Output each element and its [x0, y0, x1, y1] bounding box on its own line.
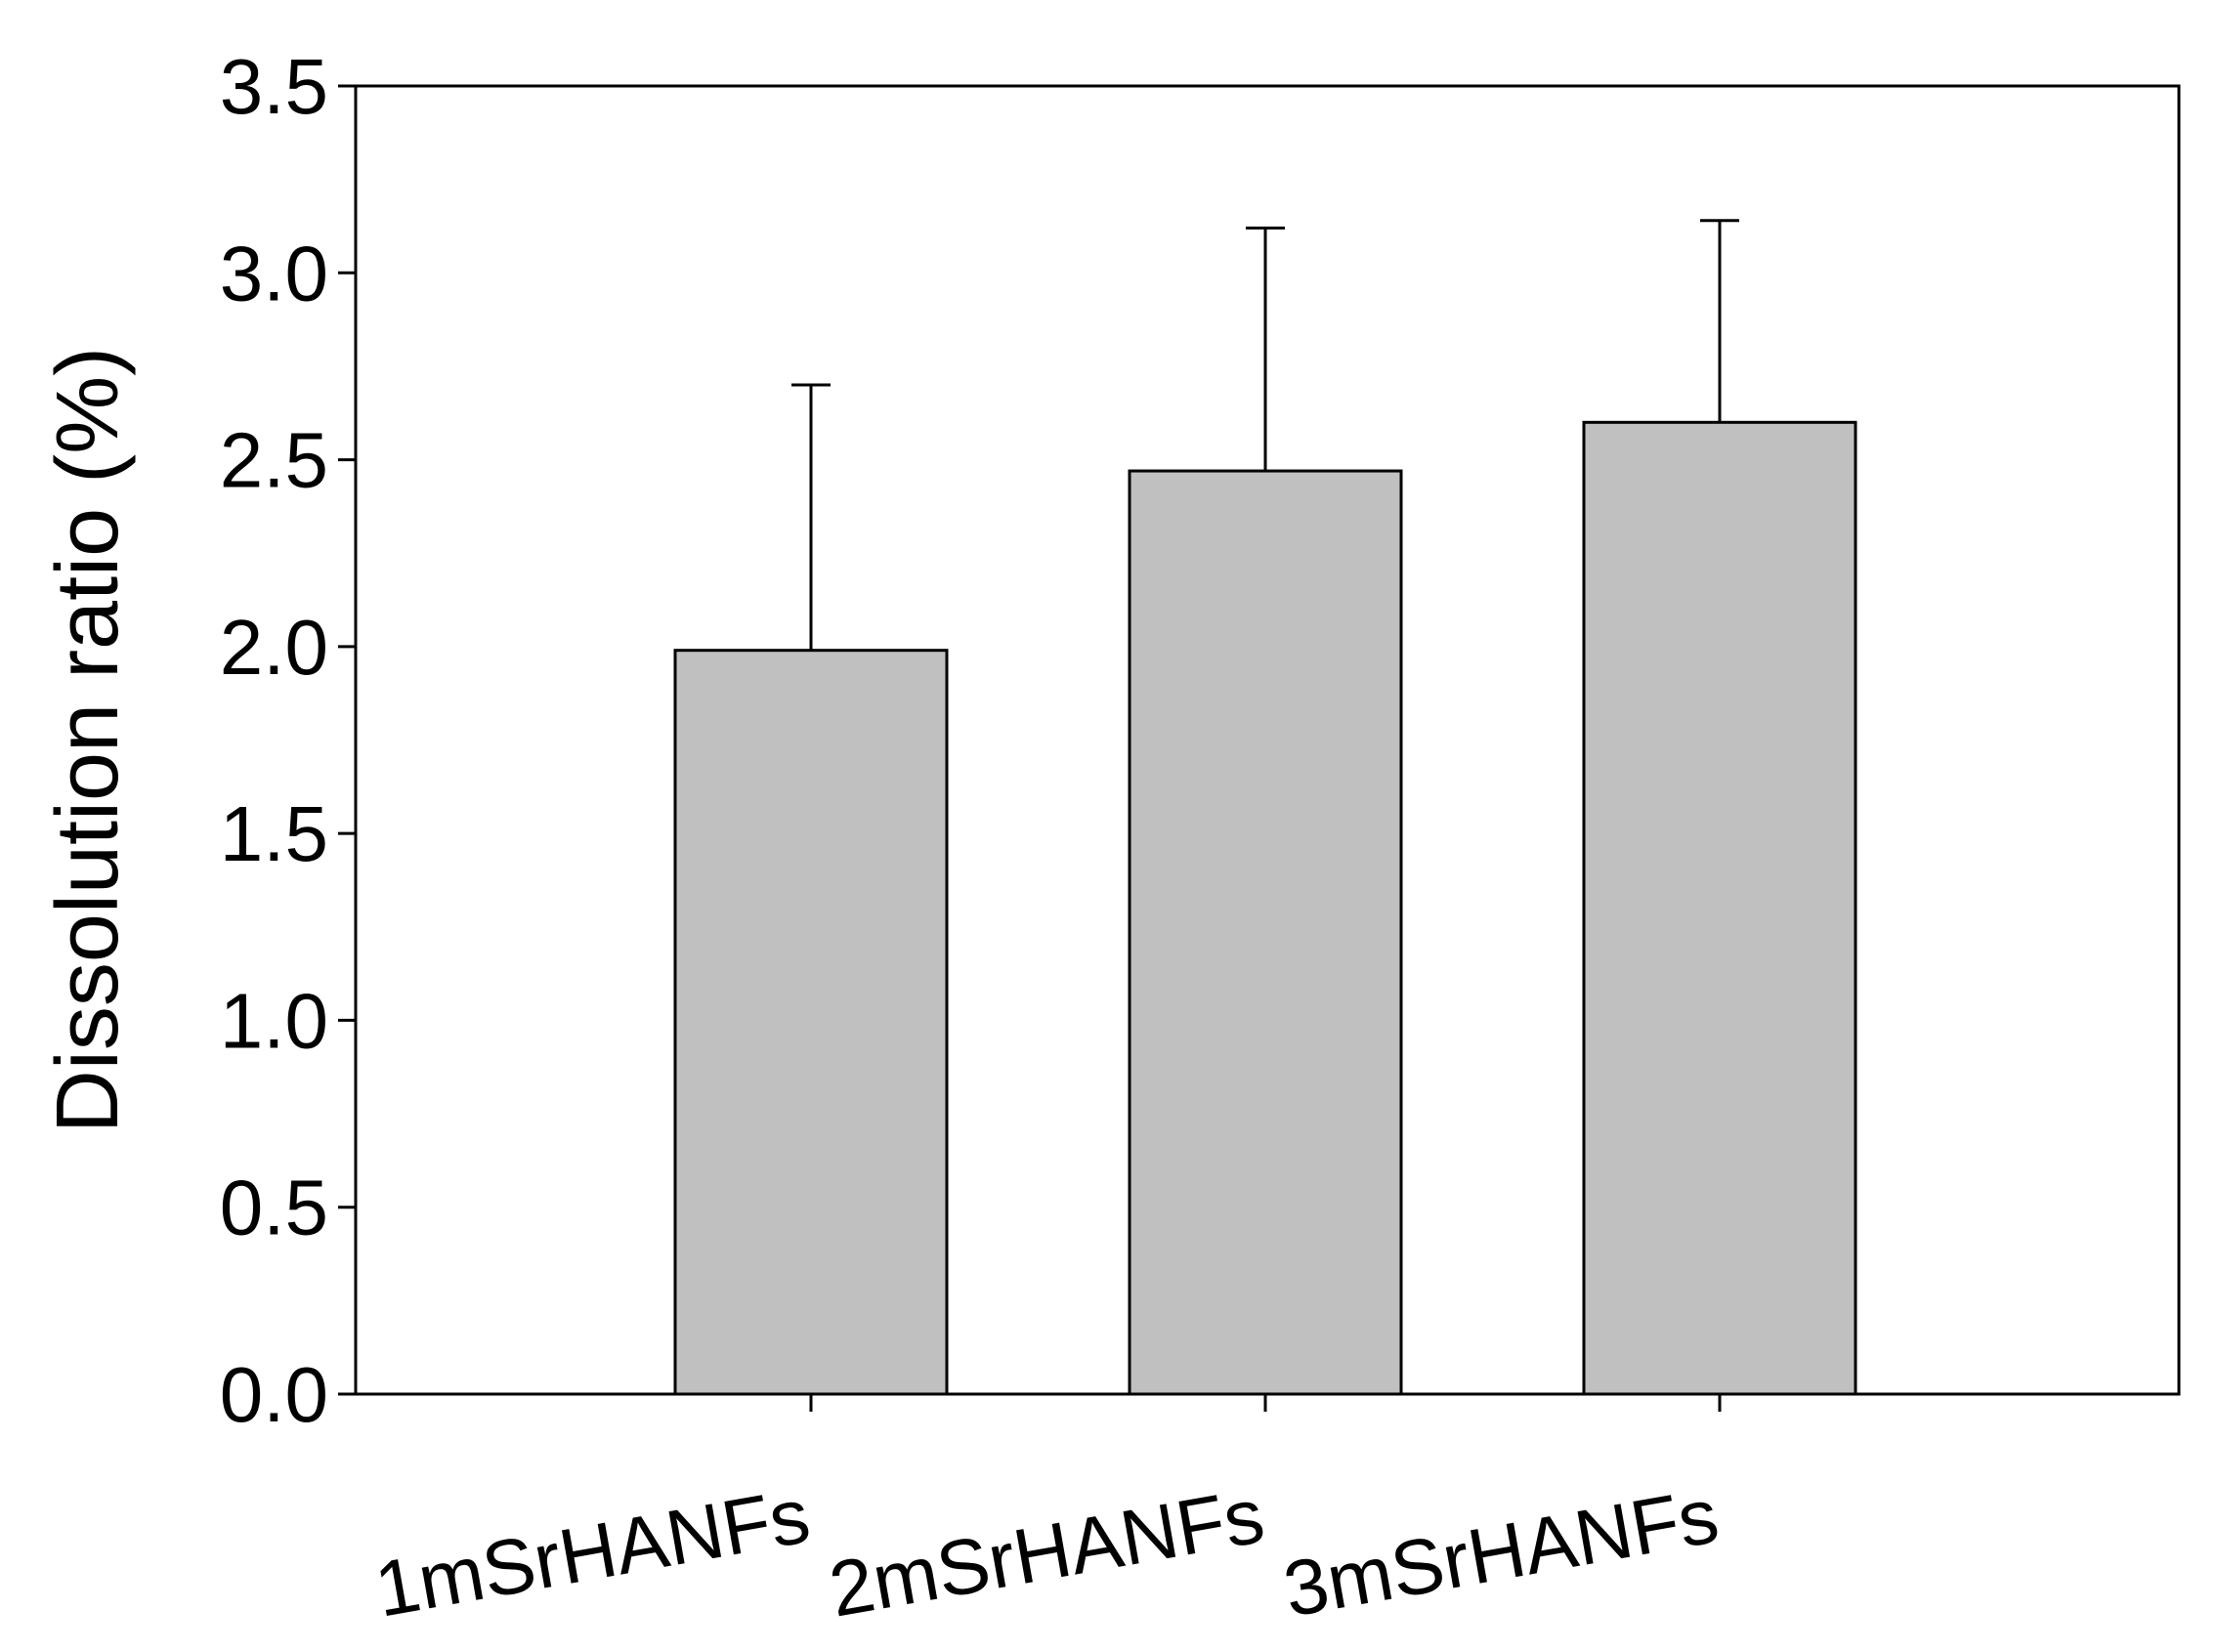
- y-tick-label-1: 0.5: [220, 1165, 328, 1251]
- x-category-label-2: 2mSrHANFs: [823, 1471, 1270, 1633]
- y-tick-label-6: 3.0: [220, 230, 328, 317]
- y-tick-label-5: 2.5: [220, 417, 328, 504]
- y-tick-label-2: 1.0: [220, 977, 328, 1064]
- x-category-label-1: 1mSrHANFs: [368, 1471, 816, 1633]
- x-category-label-3: 3mSrHANFs: [1277, 1471, 1725, 1633]
- bar-1: [673, 649, 949, 1396]
- bar-2: [1128, 469, 1403, 1396]
- y-tick-label-3: 1.5: [220, 790, 328, 877]
- y-tick-label-4: 2.0: [220, 604, 328, 691]
- plot-area: 0.0 0.5 1.0 1.5 2.0 2.5 3.0 3.5 1mSrHANFs 2mSrHAN…: [220, 43, 2181, 1633]
- y-tick-label-0: 0.0: [220, 1351, 328, 1438]
- y-axis-title: Dissolution ratio (%): [39, 347, 137, 1133]
- bar-3: [1582, 420, 1857, 1396]
- y-tick-label-7: 3.5: [220, 43, 328, 130]
